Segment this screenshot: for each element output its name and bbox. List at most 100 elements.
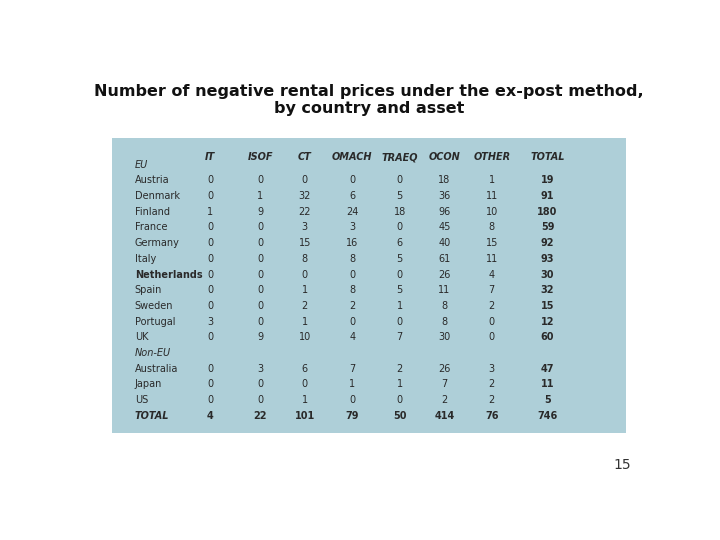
Text: 15: 15 (541, 301, 554, 311)
Text: TOTAL: TOTAL (135, 411, 169, 421)
Text: 0: 0 (257, 176, 264, 185)
Text: 0: 0 (207, 301, 213, 311)
Text: 15: 15 (613, 458, 631, 472)
Text: 0: 0 (207, 380, 213, 389)
Text: 0: 0 (257, 301, 264, 311)
Text: 7: 7 (489, 285, 495, 295)
Text: 1: 1 (349, 380, 356, 389)
Text: 414: 414 (434, 411, 454, 421)
Text: 26: 26 (438, 364, 451, 374)
Text: 3: 3 (207, 316, 213, 327)
Text: 0: 0 (207, 176, 213, 185)
Text: 7: 7 (397, 332, 402, 342)
Text: 3: 3 (257, 364, 264, 374)
Text: OTHER: OTHER (473, 152, 510, 162)
Text: 7: 7 (349, 364, 356, 374)
Text: TOTAL: TOTAL (531, 152, 564, 162)
Text: Spain: Spain (135, 285, 162, 295)
Text: US: US (135, 395, 148, 405)
Text: 8: 8 (441, 301, 447, 311)
Text: 1: 1 (302, 285, 308, 295)
Text: 1: 1 (207, 207, 213, 217)
Text: CT: CT (298, 152, 312, 162)
Text: 746: 746 (537, 411, 558, 421)
Text: 8: 8 (302, 254, 308, 264)
Text: 4: 4 (349, 332, 356, 342)
Text: UK: UK (135, 332, 148, 342)
Text: 0: 0 (302, 176, 308, 185)
Text: Finland: Finland (135, 207, 170, 217)
Text: Denmark: Denmark (135, 191, 180, 201)
Text: 0: 0 (489, 332, 495, 342)
Text: 0: 0 (397, 316, 402, 327)
Text: 2: 2 (302, 301, 308, 311)
Text: 96: 96 (438, 207, 451, 217)
Text: 0: 0 (489, 316, 495, 327)
Text: 5: 5 (397, 191, 402, 201)
Text: 2: 2 (441, 395, 447, 405)
Text: OMACH: OMACH (332, 152, 372, 162)
Text: 6: 6 (302, 364, 308, 374)
Text: 18: 18 (438, 176, 451, 185)
Text: 0: 0 (349, 316, 356, 327)
Text: 45: 45 (438, 222, 451, 232)
Text: 32: 32 (299, 191, 311, 201)
Text: 18: 18 (394, 207, 406, 217)
Text: 1: 1 (257, 191, 264, 201)
Text: 2: 2 (349, 301, 356, 311)
Text: 8: 8 (489, 222, 495, 232)
Text: 6: 6 (397, 238, 402, 248)
Text: 22: 22 (253, 411, 267, 421)
Text: 16: 16 (346, 238, 359, 248)
Text: Number of negative rental prices under the ex-post method,
by country and asset: Number of negative rental prices under t… (94, 84, 644, 116)
Text: EU: EU (135, 160, 148, 170)
Text: 10: 10 (485, 207, 498, 217)
FancyBboxPatch shape (112, 138, 626, 433)
Text: Italy: Italy (135, 254, 156, 264)
Text: 180: 180 (537, 207, 558, 217)
Text: 1: 1 (302, 395, 308, 405)
Text: 30: 30 (438, 332, 451, 342)
Text: Japan: Japan (135, 380, 162, 389)
Text: 8: 8 (349, 285, 356, 295)
Text: 0: 0 (349, 176, 356, 185)
Text: 0: 0 (207, 191, 213, 201)
Text: 11: 11 (485, 254, 498, 264)
Text: 1: 1 (397, 380, 402, 389)
Text: 11: 11 (438, 285, 451, 295)
Text: 59: 59 (541, 222, 554, 232)
Text: 0: 0 (349, 395, 356, 405)
Text: 0: 0 (207, 222, 213, 232)
Text: 92: 92 (541, 238, 554, 248)
Text: 4: 4 (489, 269, 495, 280)
Text: 24: 24 (346, 207, 359, 217)
Text: 0: 0 (257, 254, 264, 264)
Text: 40: 40 (438, 238, 451, 248)
Text: 1: 1 (302, 316, 308, 327)
Text: 79: 79 (346, 411, 359, 421)
Text: 22: 22 (299, 207, 311, 217)
Text: Non-EU: Non-EU (135, 348, 171, 358)
Text: 0: 0 (397, 269, 402, 280)
Text: 1: 1 (397, 301, 402, 311)
Text: 11: 11 (485, 191, 498, 201)
Text: 50: 50 (393, 411, 407, 421)
Text: Netherlands: Netherlands (135, 269, 202, 280)
Text: 8: 8 (441, 316, 447, 327)
Text: 2: 2 (489, 380, 495, 389)
Text: 0: 0 (302, 380, 308, 389)
Text: ISOF: ISOF (248, 152, 273, 162)
Text: OCON: OCON (428, 152, 460, 162)
Text: 0: 0 (207, 254, 213, 264)
Text: 6: 6 (349, 191, 356, 201)
Text: 0: 0 (257, 238, 264, 248)
Text: 12: 12 (541, 316, 554, 327)
Text: 30: 30 (541, 269, 554, 280)
Text: 0: 0 (302, 269, 308, 280)
Text: 7: 7 (441, 380, 447, 389)
Text: 0: 0 (257, 285, 264, 295)
Text: 0: 0 (207, 238, 213, 248)
Text: France: France (135, 222, 167, 232)
Text: 1: 1 (489, 176, 495, 185)
Text: 2: 2 (489, 395, 495, 405)
